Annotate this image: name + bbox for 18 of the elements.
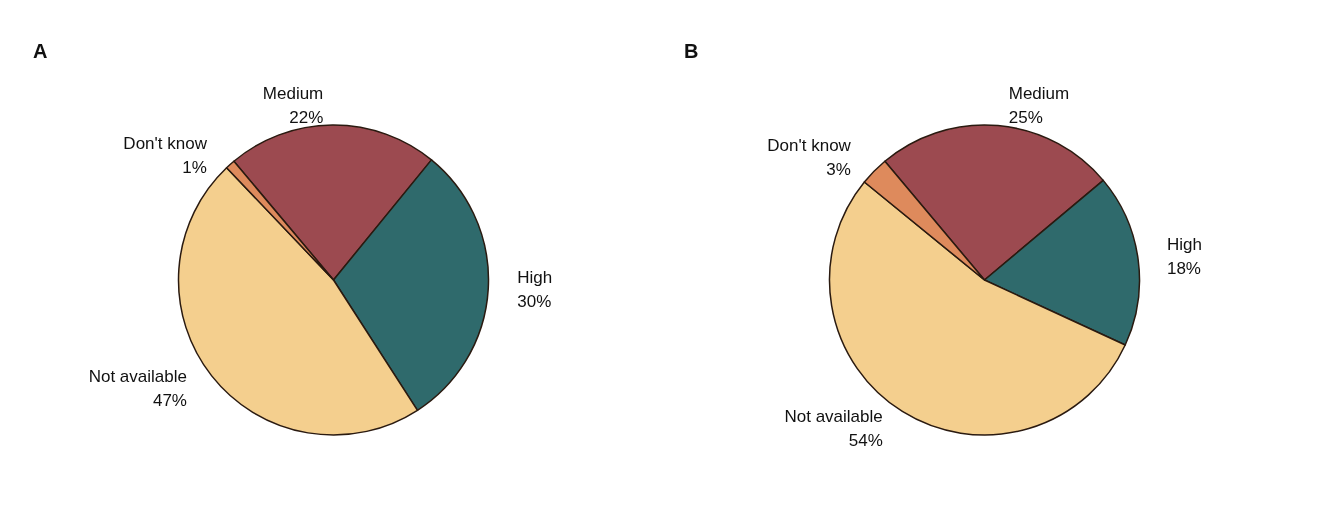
slice-label: High (517, 268, 553, 288)
chart-title: B (684, 40, 699, 62)
slice-label: Don't know (123, 133, 208, 153)
slice-label: Not available (784, 406, 883, 426)
data-label: 1% (182, 157, 207, 177)
slice-label: Not available (88, 366, 187, 386)
slice-label: High (1166, 235, 1202, 255)
data-label: 30% (517, 292, 552, 312)
data-label: 47% (152, 390, 187, 410)
data-label: 22% (289, 107, 324, 127)
data-label: 3% (826, 159, 851, 179)
data-label: 54% (848, 430, 883, 450)
chart-title: A (33, 40, 48, 62)
slice-label: Medium (262, 83, 324, 103)
slice-label: Medium (1008, 84, 1070, 104)
data-label: 18% (1166, 259, 1201, 279)
data-label: 25% (1008, 108, 1043, 128)
slice-label: Don't know (767, 135, 852, 155)
